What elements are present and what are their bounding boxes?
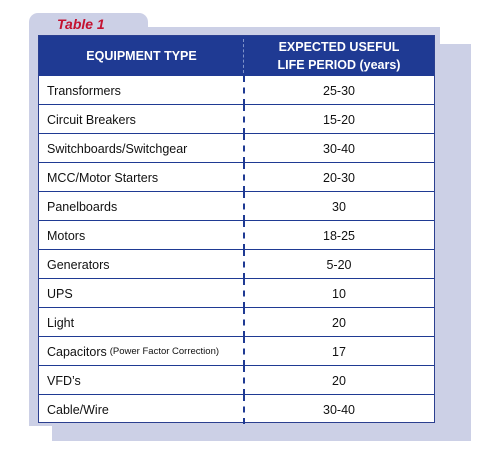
equipment-note: (Power Factor Correction) (109, 346, 220, 357)
column-divider (243, 279, 245, 308)
table-row: Panelboards 30 (39, 192, 434, 221)
column-divider (243, 134, 245, 163)
column-divider (243, 105, 245, 134)
table-row: VFD’s 20 (39, 366, 434, 395)
life-period-cell: 20 (332, 373, 346, 388)
life-period-cell: 30 (332, 199, 346, 214)
column-divider (243, 250, 245, 279)
header-life-line2: LIFE PERIOD (years) (277, 58, 401, 72)
table-row: Switchboards/Switchgear 30-40 (39, 134, 434, 163)
header-equipment-type: EQUIPMENT TYPE (86, 49, 197, 63)
life-period-cell: 25-30 (323, 83, 355, 98)
equipment-name: MCC/Motor Starters (47, 170, 159, 185)
column-divider (243, 395, 245, 424)
table-row: Generators 5-20 (39, 250, 434, 279)
life-period-cell: 30-40 (323, 402, 355, 417)
life-expectancy-table: EQUIPMENT TYPE EXPECTED USEFUL LIFE PERI… (38, 35, 435, 424)
equipment-name: Motors (47, 228, 86, 243)
equipment-name: UPS (47, 286, 73, 301)
equipment-name: Panelboards (47, 199, 118, 214)
life-period-cell: 18-25 (323, 228, 355, 243)
life-period-cell: 20-30 (323, 170, 355, 185)
table-row: MCC/Motor Starters 20-30 (39, 163, 434, 192)
table-row: Capacitors (Power Factor Correction) 17 (39, 337, 434, 366)
column-divider (243, 366, 245, 395)
equipment-name: Capacitors (47, 344, 107, 359)
table-row: Cable/Wire 30-40 (39, 395, 434, 424)
header-life-line1: EXPECTED USEFUL (278, 40, 400, 54)
column-divider (243, 76, 245, 105)
equipment-cell: Transformers (47, 76, 121, 105)
equipment-name: Generators (47, 257, 110, 272)
column-divider (243, 337, 245, 366)
column-divider (243, 308, 245, 337)
table-row: Circuit Breakers 15-20 (39, 105, 434, 134)
equipment-cell: UPS (47, 279, 73, 308)
table-row: Light 20 (39, 308, 434, 337)
equipment-cell: VFD’s (47, 366, 81, 395)
equipment-name: Circuit Breakers (47, 112, 136, 127)
table-row: Motors 18-25 (39, 221, 434, 250)
table-header: EQUIPMENT TYPE EXPECTED USEFUL LIFE PERI… (39, 36, 434, 76)
equipment-name: Transformers (47, 83, 121, 98)
life-period-cell: 15-20 (323, 112, 355, 127)
equipment-name: Cable/Wire (47, 402, 109, 417)
equipment-name: VFD’s (47, 373, 81, 388)
table-row: UPS 10 (39, 279, 434, 308)
header-life-period: EXPECTED USEFUL LIFE PERIOD (years) (244, 36, 434, 76)
column-divider (243, 163, 245, 192)
column-divider (243, 192, 245, 221)
equipment-cell: Cable/Wire (47, 395, 109, 424)
equipment-cell: Capacitors (Power Factor Correction) (47, 337, 219, 366)
life-period-cell: 5-20 (326, 257, 352, 272)
equipment-name: Switchboards/Switchgear (47, 141, 188, 156)
life-period-cell: 10 (332, 286, 346, 301)
equipment-cell: Motors (47, 221, 85, 250)
equipment-cell: Switchboards/Switchgear (47, 134, 187, 163)
table-body: Transformers 25-30 Circuit Breakers 15-20 Sw… (39, 76, 434, 424)
equipment-cell: Light (47, 308, 74, 337)
life-period-cell: 20 (332, 315, 346, 330)
equipment-name: Light (47, 315, 75, 330)
header-divider (243, 39, 244, 73)
table-label: Table 1 (57, 16, 105, 32)
table-row: Transformers 25-30 (39, 76, 434, 105)
equipment-cell: Panelboards (47, 192, 117, 221)
column-divider (243, 221, 245, 250)
life-period-cell: 30-40 (323, 141, 355, 156)
equipment-cell: Generators (47, 250, 110, 279)
equipment-cell: Circuit Breakers (47, 105, 136, 134)
life-period-cell: 17 (332, 344, 346, 359)
equipment-cell: MCC/Motor Starters (47, 163, 158, 192)
